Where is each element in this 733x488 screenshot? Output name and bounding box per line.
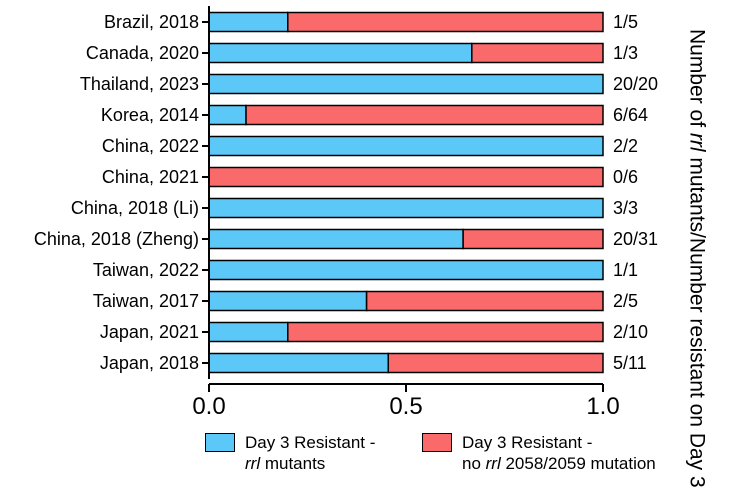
legend-label-blue-line1: Day 3 Resistant - [245, 433, 376, 452]
ratio-label: 1/3 [613, 43, 638, 63]
bar-segment-blue [208, 42, 473, 64]
x-tick-label: 0.0 [192, 393, 225, 420]
bar-segment-red [287, 321, 604, 343]
category-label: China, 2018 (Zheng) [34, 229, 199, 249]
category-label: China, 2018 (Li) [71, 198, 199, 218]
category-label: Canada, 2020 [86, 43, 199, 63]
ratio-label: 2/5 [613, 291, 638, 311]
bar-segment-blue [208, 352, 390, 374]
bar-segment-blue [208, 73, 604, 95]
ratio-label: 2/2 [613, 136, 638, 156]
bar-segment-blue [208, 11, 289, 33]
bar-segment-red [462, 228, 604, 250]
bar-segment-blue [208, 321, 289, 343]
bar-segment-red [287, 11, 604, 33]
bar-segment-red [471, 42, 604, 64]
legend-label-blue-line2: rrl mutants [245, 454, 326, 473]
ratio-label: 1/5 [613, 12, 638, 32]
ratio-label: 20/31 [613, 229, 658, 249]
category-label: Japan, 2018 [100, 353, 199, 373]
legend-item-rrl-mutants: Day 3 Resistant - rrl mutants [205, 432, 425, 476]
ratio-label: 3/3 [613, 198, 638, 218]
category-label: Korea, 2014 [101, 105, 199, 125]
x-tick-label: 1.0 [586, 393, 619, 420]
bar-segment-blue [208, 197, 604, 219]
category-label: Thailand, 2023 [80, 74, 199, 94]
ratio-label: 6/64 [613, 105, 648, 125]
bar-segment-red [245, 104, 604, 126]
bar-segment-blue [208, 104, 247, 126]
bar-segment-red [208, 166, 604, 188]
bar-segment-red [365, 290, 604, 312]
category-label: Brazil, 2018 [104, 12, 199, 32]
right-axis-label: Number of rrl mutants/Number resistant o… [685, 29, 709, 488]
category-label: Taiwan, 2022 [93, 260, 199, 280]
ratio-label: 20/20 [613, 74, 658, 94]
legend-label-red-line2: no rrl 2058/2059 mutation [462, 454, 656, 473]
category-label: China, 2022 [102, 136, 199, 156]
ratio-label: 1/1 [613, 260, 638, 280]
bar-segment-blue [208, 228, 464, 250]
category-label: Taiwan, 2017 [93, 291, 199, 311]
legend-item-no-mutation: Day 3 Resistant - no rrl 2058/2059 mutat… [422, 432, 722, 476]
ratio-label: 0/6 [613, 167, 638, 187]
ratio-label: 2/10 [613, 322, 648, 342]
ratio-label: 5/11 [613, 353, 647, 373]
bar-segment-blue [208, 259, 604, 281]
legend-swatch-blue [205, 433, 235, 452]
legend-swatch-red [422, 433, 452, 452]
bar-segment-red [387, 352, 604, 374]
category-label: China, 2021 [102, 167, 199, 187]
bar-segment-blue [208, 290, 368, 312]
x-tick-label: 0.5 [389, 393, 422, 420]
bar-segment-blue [208, 135, 604, 157]
category-label: Japan, 2021 [100, 322, 199, 342]
legend-label-red-line1: Day 3 Resistant - [462, 433, 593, 452]
